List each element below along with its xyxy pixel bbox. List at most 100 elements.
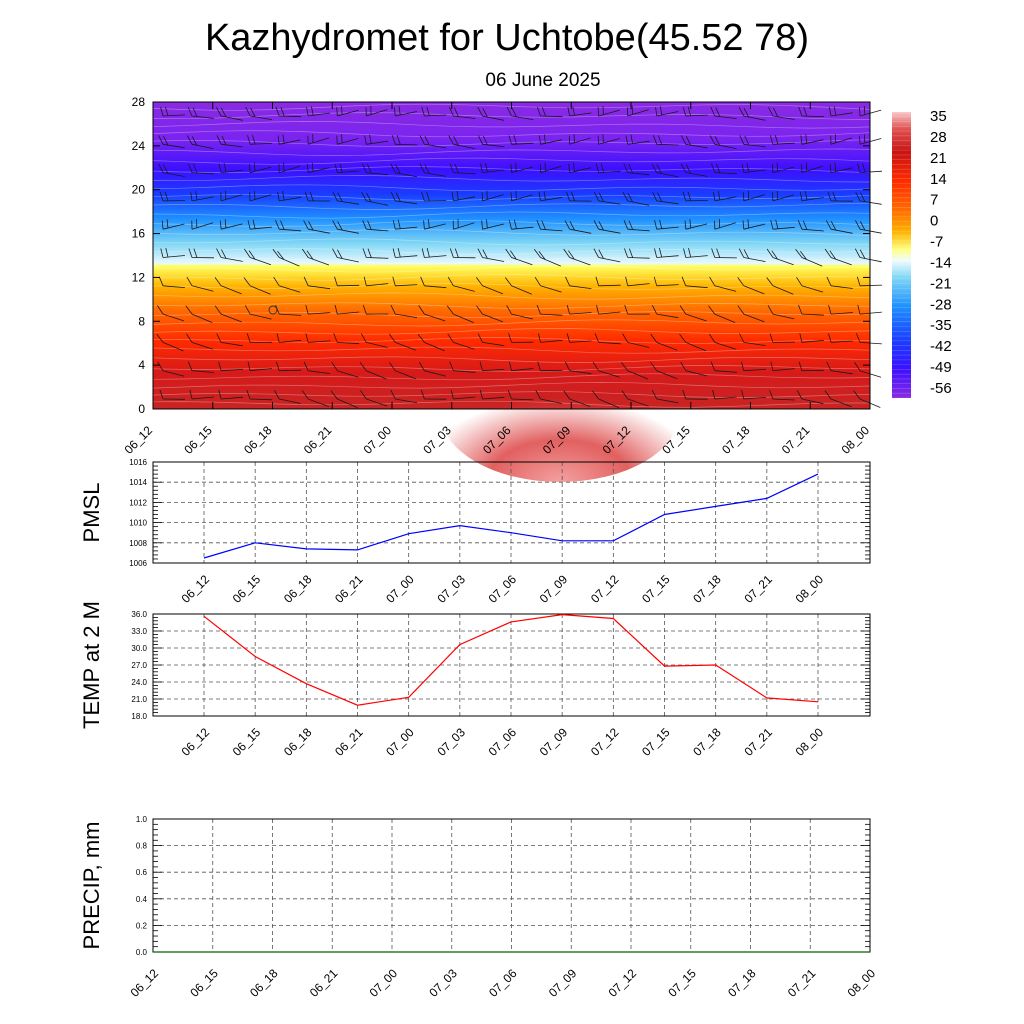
- wind-barb-flag: [595, 163, 599, 173]
- colorbar-labels: 35 28 21 14 7 0 -7 -14 -21 -28 -35 -42 -49 -56: [930, 108, 952, 397]
- wind-barb-flag: [710, 361, 716, 371]
- wind-barb-shaft: [453, 222, 475, 230]
- y-tick-label: 0.6: [136, 868, 148, 877]
- wind-barb-shaft: [714, 370, 737, 373]
- wind-barb-flag: [592, 390, 599, 400]
- wind-barb-flag: [683, 248, 687, 258]
- wind-barb-shaft: [540, 257, 561, 267]
- wind-barb-shaft: [772, 166, 795, 173]
- wind-barb-flag: [397, 248, 401, 258]
- y-axis-title: PRECIP, mm: [79, 822, 104, 950]
- wind-barb-shaft: [598, 138, 620, 145]
- wind-barb-flag: [218, 163, 222, 173]
- wind-barb-flag: [708, 333, 716, 343]
- x-tick-label: 06_12: [122, 423, 156, 457]
- wind-barb-shaft: [220, 285, 242, 295]
- wind-barb-shaft: [249, 194, 272, 202]
- wind-barb-flag: [511, 107, 517, 117]
- wind-barb-flag: [247, 361, 251, 371]
- wind-barb-shaft: [279, 313, 302, 316]
- wind-barb-flag: [746, 163, 750, 173]
- wind-barb-shaft: [424, 370, 446, 377]
- wind-barb-flag: [191, 136, 198, 146]
- colorbar-label: -28: [930, 296, 952, 313]
- wind-barb-flag: [303, 276, 309, 286]
- wind-barb-shaft: [859, 228, 882, 234]
- wind-barb-shaft: [598, 284, 621, 287]
- wind-barb-shaft: [772, 142, 795, 145]
- wind-barb-flag: [276, 361, 280, 371]
- wind-barb-flag: [805, 134, 808, 144]
- wind-barb-flag: [330, 390, 338, 400]
- wind-barb-shaft: [482, 285, 504, 295]
- wind-barb-shaft: [772, 257, 794, 266]
- wind-barb-flag: [826, 361, 832, 371]
- wind-barb-shaft: [656, 342, 678, 351]
- y-tick-label: 0.2: [136, 921, 148, 930]
- wind-barb-flag: [709, 276, 716, 287]
- wind-barb-flag: [189, 389, 193, 400]
- x-tick-label: 06_21: [332, 725, 366, 759]
- wind-barb-flag: [193, 248, 198, 258]
- wind-barb-flag: [572, 106, 575, 116]
- wind-barb-shaft: [453, 313, 474, 323]
- wind-barb-flag: [192, 107, 198, 117]
- wind-barb-flag: [392, 248, 396, 258]
- wind-barb-flag: [657, 192, 663, 202]
- wind-barb-flag: [543, 191, 546, 201]
- wind-barb-flag: [449, 106, 454, 117]
- wind-barb-flag: [622, 191, 629, 202]
- contour-line: [152, 337, 871, 344]
- y-tick-label: 0.0: [136, 948, 148, 957]
- wind-barb-flag: [483, 135, 488, 146]
- wind-barb-shaft: [511, 313, 533, 320]
- wind-barb-flag: [303, 361, 309, 371]
- colorbar-label: 21: [930, 150, 947, 167]
- x-tick-label: 06_18: [281, 725, 315, 759]
- wind-barb-shaft: [395, 284, 418, 287]
- wind-barb-shaft: [569, 370, 592, 375]
- wind-barb-flag: [536, 220, 541, 230]
- wind-barb-flag: [479, 361, 483, 371]
- wind-barb-shaft: [743, 115, 766, 121]
- wind-barb-shaft: [337, 257, 359, 263]
- wind-barb-shaft: [772, 313, 795, 320]
- wind-barb-flag: [426, 106, 430, 116]
- wind-barb-flag: [594, 333, 599, 343]
- wind-barb-flag: [276, 333, 280, 343]
- contour-line: [152, 265, 871, 273]
- wind-barb-flag: [535, 390, 541, 400]
- wind-barb-flag: [273, 276, 280, 287]
- wind-barb-flag: [771, 163, 774, 173]
- wind-barb-flag: [658, 135, 663, 145]
- y-tick-label: 1012: [129, 498, 147, 507]
- wind-barb-flag: [157, 361, 164, 371]
- wind-barb-flag: [629, 248, 634, 258]
- wind-barb-shaft: [366, 370, 387, 380]
- wind-barb-shaft: [627, 172, 650, 176]
- x-tick-label: 07_18: [690, 725, 724, 759]
- colorbar-label: -56: [930, 380, 952, 397]
- wind-barb-shaft: [453, 143, 476, 149]
- wind-barb-flag: [859, 107, 861, 117]
- wind-barb-flag: [448, 135, 454, 145]
- wind-barb-flag: [825, 220, 832, 230]
- x-tick-label: 06_18: [241, 423, 275, 457]
- wind-barb-flag: [482, 108, 488, 118]
- wind-barb-flag: [426, 248, 430, 258]
- wind-barb-flag: [621, 390, 629, 400]
- x-tick-label: 06_21: [307, 966, 341, 1000]
- wind-barb-flag: [395, 192, 401, 202]
- wind-barb-flag: [682, 106, 687, 117]
- wind-barb-shaft: [366, 257, 389, 259]
- y-tick-label: 0: [138, 402, 145, 416]
- wind-barb-shaft: [685, 285, 708, 289]
- x-tick-label: 08_00: [839, 423, 873, 457]
- wind-barb-flag: [621, 362, 629, 371]
- wind-barb-flag: [687, 191, 692, 201]
- wind-barb-flag: [396, 135, 401, 145]
- wind-barb-shaft: [366, 172, 389, 176]
- x-tick-label: 07_06: [486, 966, 520, 1000]
- wind-barb-shaft: [337, 398, 358, 408]
- wind-barb-flag: [214, 305, 222, 315]
